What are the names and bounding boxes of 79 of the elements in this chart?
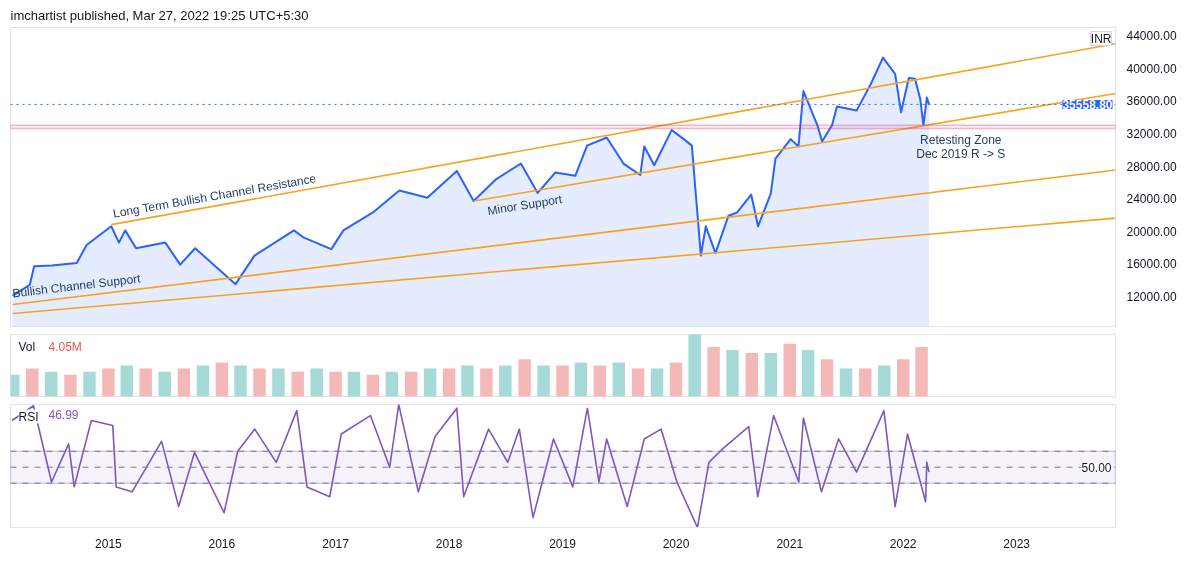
bar xyxy=(593,365,607,397)
bar xyxy=(650,368,664,397)
bar xyxy=(64,374,77,397)
bar xyxy=(272,368,285,397)
annotation: 4.05M xyxy=(48,339,82,354)
bar xyxy=(783,343,796,397)
annotation: Long Term Bullish Channel Resistance xyxy=(111,171,318,221)
bar xyxy=(518,359,531,397)
bar xyxy=(707,346,720,397)
y-tick-label: 24000.00 xyxy=(1126,192,1177,207)
bar xyxy=(253,368,266,397)
bar xyxy=(915,346,928,397)
bar xyxy=(461,365,474,397)
y-tick-label: 20000.00 xyxy=(1126,224,1177,239)
x-tick-label: 2020 xyxy=(662,536,690,551)
bar xyxy=(177,368,191,397)
bar xyxy=(234,365,247,397)
annotation: 46.99 xyxy=(48,407,79,422)
x-tick-label: 2015 xyxy=(95,536,123,551)
bar xyxy=(631,368,645,397)
y-tick-label: 44000.00 xyxy=(1126,29,1177,44)
chart-title: RSI xyxy=(18,409,39,424)
annotation: Minor Support xyxy=(486,192,564,219)
bar xyxy=(158,371,171,397)
bar xyxy=(310,368,323,397)
bar xyxy=(612,362,626,397)
bar xyxy=(745,353,759,397)
y-tick-label: 12000.00 xyxy=(1126,289,1177,304)
bar xyxy=(215,362,229,397)
bar xyxy=(347,371,361,397)
y-tick-label: 36000.00 xyxy=(1126,94,1177,109)
bar xyxy=(669,362,683,397)
bar xyxy=(139,368,152,397)
annotation: 50.00 xyxy=(1081,460,1112,475)
bar xyxy=(688,334,701,397)
chart-title: Vol xyxy=(18,339,36,354)
y-tick-label: 32000.00 xyxy=(1126,126,1177,141)
annotation: Dec 2019 R -> S xyxy=(916,146,1006,161)
bar xyxy=(764,353,778,397)
bar xyxy=(102,368,115,397)
bar xyxy=(385,371,399,397)
bar xyxy=(574,362,588,397)
x-tick-label: 2022 xyxy=(889,536,917,551)
x-tick-label: 2018 xyxy=(435,536,463,551)
bar xyxy=(499,365,512,397)
y-tick-label: 16000.00 xyxy=(1126,257,1177,272)
x-tick-label: 2021 xyxy=(776,536,804,551)
bar xyxy=(556,365,569,397)
ref-line-label: 35558.80 xyxy=(1062,97,1113,112)
bar xyxy=(83,371,96,397)
bar xyxy=(726,350,739,397)
x-tick-label: 2023 xyxy=(1003,536,1031,551)
bar xyxy=(839,368,853,397)
bar xyxy=(366,374,380,397)
bar xyxy=(442,368,456,397)
bar xyxy=(196,365,210,397)
bar xyxy=(45,371,58,397)
bar xyxy=(329,371,342,397)
bar xyxy=(291,371,304,397)
annotation: Retesting Zone xyxy=(920,132,1002,147)
y-tick-label: 40000.00 xyxy=(1126,61,1177,76)
bar xyxy=(537,365,550,397)
chart-title: imchartist published, Mar 27, 2022 19:25 UTC+5:30 xyxy=(10,7,309,23)
bar xyxy=(820,359,834,397)
bar xyxy=(404,371,418,397)
x-tick-label: 2017 xyxy=(322,536,350,551)
bar xyxy=(878,365,891,397)
bar xyxy=(120,365,133,397)
bar xyxy=(480,368,493,397)
bar xyxy=(801,350,815,397)
bar xyxy=(26,368,39,397)
bar xyxy=(859,368,872,397)
annotation: Bullish Channel Support xyxy=(11,271,142,301)
annotation: INR xyxy=(1090,31,1112,46)
bar xyxy=(896,359,910,397)
x-tick-label: 2019 xyxy=(549,536,577,551)
bar xyxy=(423,368,437,397)
y-tick-label: 28000.00 xyxy=(1126,159,1177,174)
x-tick-label: 2016 xyxy=(208,536,236,551)
